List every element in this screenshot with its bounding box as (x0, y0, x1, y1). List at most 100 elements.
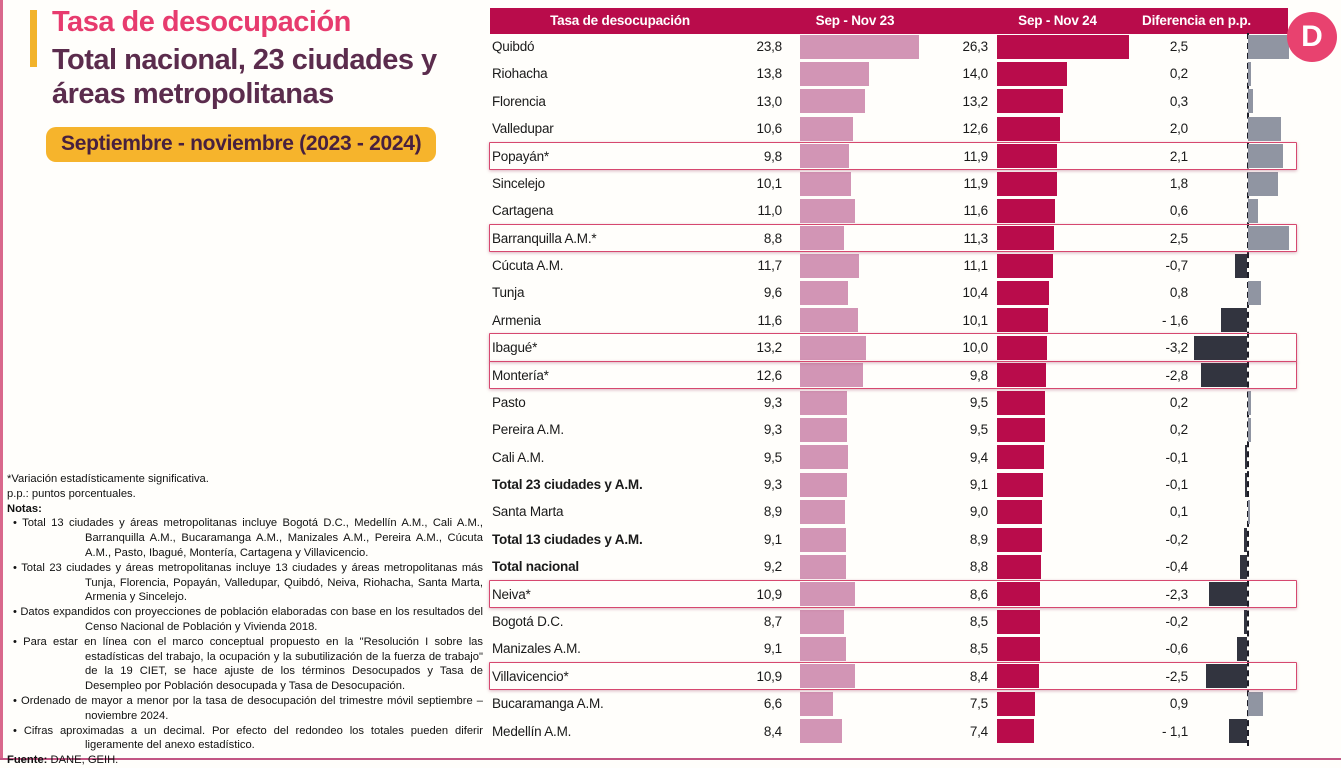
bar-diff-negative (1220, 308, 1247, 333)
bar-sep-nov-24 (997, 637, 1040, 662)
value-sep-nov-24: 9,8 (969, 367, 988, 383)
value-sep-nov-23: 11,7 (757, 258, 783, 274)
table-row: Cartagena 11,0 11,6 0,6 (0, 197, 1341, 224)
value-diferencia: -3,2 (1165, 340, 1189, 356)
bar-sep-nov-23 (800, 144, 849, 169)
value-sep-nov-24: 8,5 (969, 641, 988, 657)
bar-diff-positive (1248, 390, 1252, 415)
bar-diff-negative (1200, 363, 1247, 388)
bar-sep-nov-24 (997, 116, 1060, 141)
city-label: Cali A.M. (492, 449, 545, 465)
value-sep-nov-24: 11,9 (963, 148, 989, 164)
city-label: Armenia (492, 312, 541, 328)
value-sep-nov-24: 8,6 (969, 586, 988, 602)
value-sep-nov-23: 9,3 (763, 394, 782, 410)
page-left-border (0, 0, 3, 760)
table-row: Sincelejo 10,1 11,9 1,8 (0, 170, 1341, 197)
city-label: Villavicencio* (492, 668, 569, 684)
city-label: Pasto (492, 394, 526, 410)
value-sep-nov-24: 12,6 (962, 121, 989, 137)
bar-sep-nov-23 (800, 62, 869, 87)
bar-diff-positive (1248, 62, 1252, 87)
value-sep-nov-24: 8,5 (969, 613, 988, 629)
city-label: Tunja (492, 285, 525, 301)
value-diferencia: 0,2 (1169, 422, 1188, 438)
bar-sep-nov-24 (997, 609, 1040, 634)
value-diferencia: -0,2 (1165, 531, 1189, 547)
city-label: Quibdó (492, 39, 535, 54)
value-diferencia: 0,1 (1169, 504, 1188, 520)
value-diferencia: -2,3 (1165, 586, 1189, 602)
bar-diff-negative (1209, 582, 1247, 607)
value-sep-nov-23: 8,8 (763, 230, 782, 246)
bar-sep-nov-24 (997, 582, 1040, 607)
bar-sep-nov-23 (800, 609, 844, 634)
value-sep-nov-23: 9,1 (763, 531, 782, 547)
column-header-sep-nov-24: Sep - Nov 24 (1018, 13, 1097, 28)
bar-sep-nov-24 (997, 527, 1042, 552)
bar-sep-nov-23 (800, 363, 863, 388)
value-sep-nov-24: 11,1 (963, 258, 989, 274)
value-sep-nov-24: 11,6 (963, 203, 989, 219)
bar-diff-negative (1245, 445, 1247, 470)
city-label: Pereira A.M. (492, 422, 564, 438)
bar-diff-positive (1248, 691, 1263, 716)
value-sep-nov-24: 11,9 (963, 175, 989, 191)
bar-sep-nov-23 (800, 89, 865, 114)
note-bullet: • Cifras aproximadas a un decimal. Por e… (13, 724, 483, 752)
table-row: Villavicencio* 10,9 8,4 -2,5 (0, 663, 1341, 690)
value-diferencia: 0,2 (1169, 66, 1188, 82)
value-diferencia: 2,1 (1169, 148, 1188, 164)
bar-sep-nov-24 (997, 281, 1049, 306)
period-badge: Septiembre - noviembre (2023 - 2024) (46, 127, 437, 162)
value-sep-nov-23: 8,9 (763, 504, 782, 520)
bar-sep-nov-24 (997, 445, 1044, 470)
value-sep-nov-24: 10,0 (962, 340, 989, 356)
value-sep-nov-24: 8,4 (969, 668, 988, 684)
bar-sep-nov-23 (800, 281, 848, 306)
table-row: Total nacional 9,2 8,8 -0,4 (0, 553, 1341, 580)
value-sep-nov-23: 13,2 (756, 340, 783, 356)
table-row: Quibdó 23,8 26,3 2,5 (0, 33, 1341, 60)
bar-sep-nov-23 (800, 198, 855, 223)
value-diferencia: -0,6 (1165, 641, 1189, 657)
value-sep-nov-23: 8,7 (763, 613, 782, 629)
bar-sep-nov-23 (800, 171, 851, 196)
value-sep-nov-23: 10,6 (756, 121, 783, 137)
table-row: Medellín A.M. 8,4 7,4 - 1,1 (0, 718, 1341, 745)
value-diferencia: 0,8 (1169, 285, 1188, 301)
value-diferencia: - 1,1 (1161, 723, 1188, 739)
notes-block: *Variación estadísticamente significativ… (7, 472, 483, 768)
city-label: Montería* (492, 367, 549, 383)
bar-sep-nov-23 (800, 527, 846, 552)
city-label: Bogotá D.C. (492, 613, 564, 629)
table-row: Popayán* 9,8 11,9 2,1 (0, 143, 1341, 170)
city-label: Cúcuta A.M. (492, 258, 564, 274)
value-sep-nov-23: 10,1 (756, 175, 783, 191)
bar-sep-nov-24 (997, 34, 1129, 59)
city-label: Ibagué* (492, 340, 538, 356)
value-sep-nov-23: 13,8 (756, 66, 783, 82)
bar-diff-negative (1228, 719, 1247, 744)
value-sep-nov-24: 9,4 (969, 449, 988, 465)
city-label: Popayán* (492, 148, 549, 164)
bar-sep-nov-23 (800, 116, 853, 141)
table-header: Tasa de desocupación Sep - Nov 23 Sep - … (490, 8, 1288, 34)
table-row: Cali A.M. 9,5 9,4 -0,1 (0, 444, 1341, 471)
bar-diff-positive (1248, 500, 1250, 525)
column-header-rate: Tasa de desocupación (550, 13, 690, 28)
note-bullet: • Datos expandidos con proyecciones de p… (13, 606, 483, 633)
bar-sep-nov-24 (997, 144, 1057, 169)
value-diferencia: 2,0 (1169, 121, 1188, 137)
table-row: Ibagué* 13,2 10,0 -3,2 (0, 334, 1341, 361)
value-sep-nov-24: 13,2 (962, 93, 989, 109)
value-sep-nov-23: 10,9 (756, 668, 783, 684)
bar-diff-negative (1243, 609, 1247, 634)
table-row: Pasto 9,3 9,5 0,2 (0, 389, 1341, 416)
bar-sep-nov-24 (997, 418, 1045, 442)
table-row: Bogotá D.C. 8,7 8,5 -0,2 (0, 608, 1341, 635)
note-bullet: • Ordenado de mayor a menor por la tasa … (13, 694, 483, 722)
bar-diff-positive (1248, 226, 1290, 251)
bar-sep-nov-24 (997, 62, 1067, 87)
